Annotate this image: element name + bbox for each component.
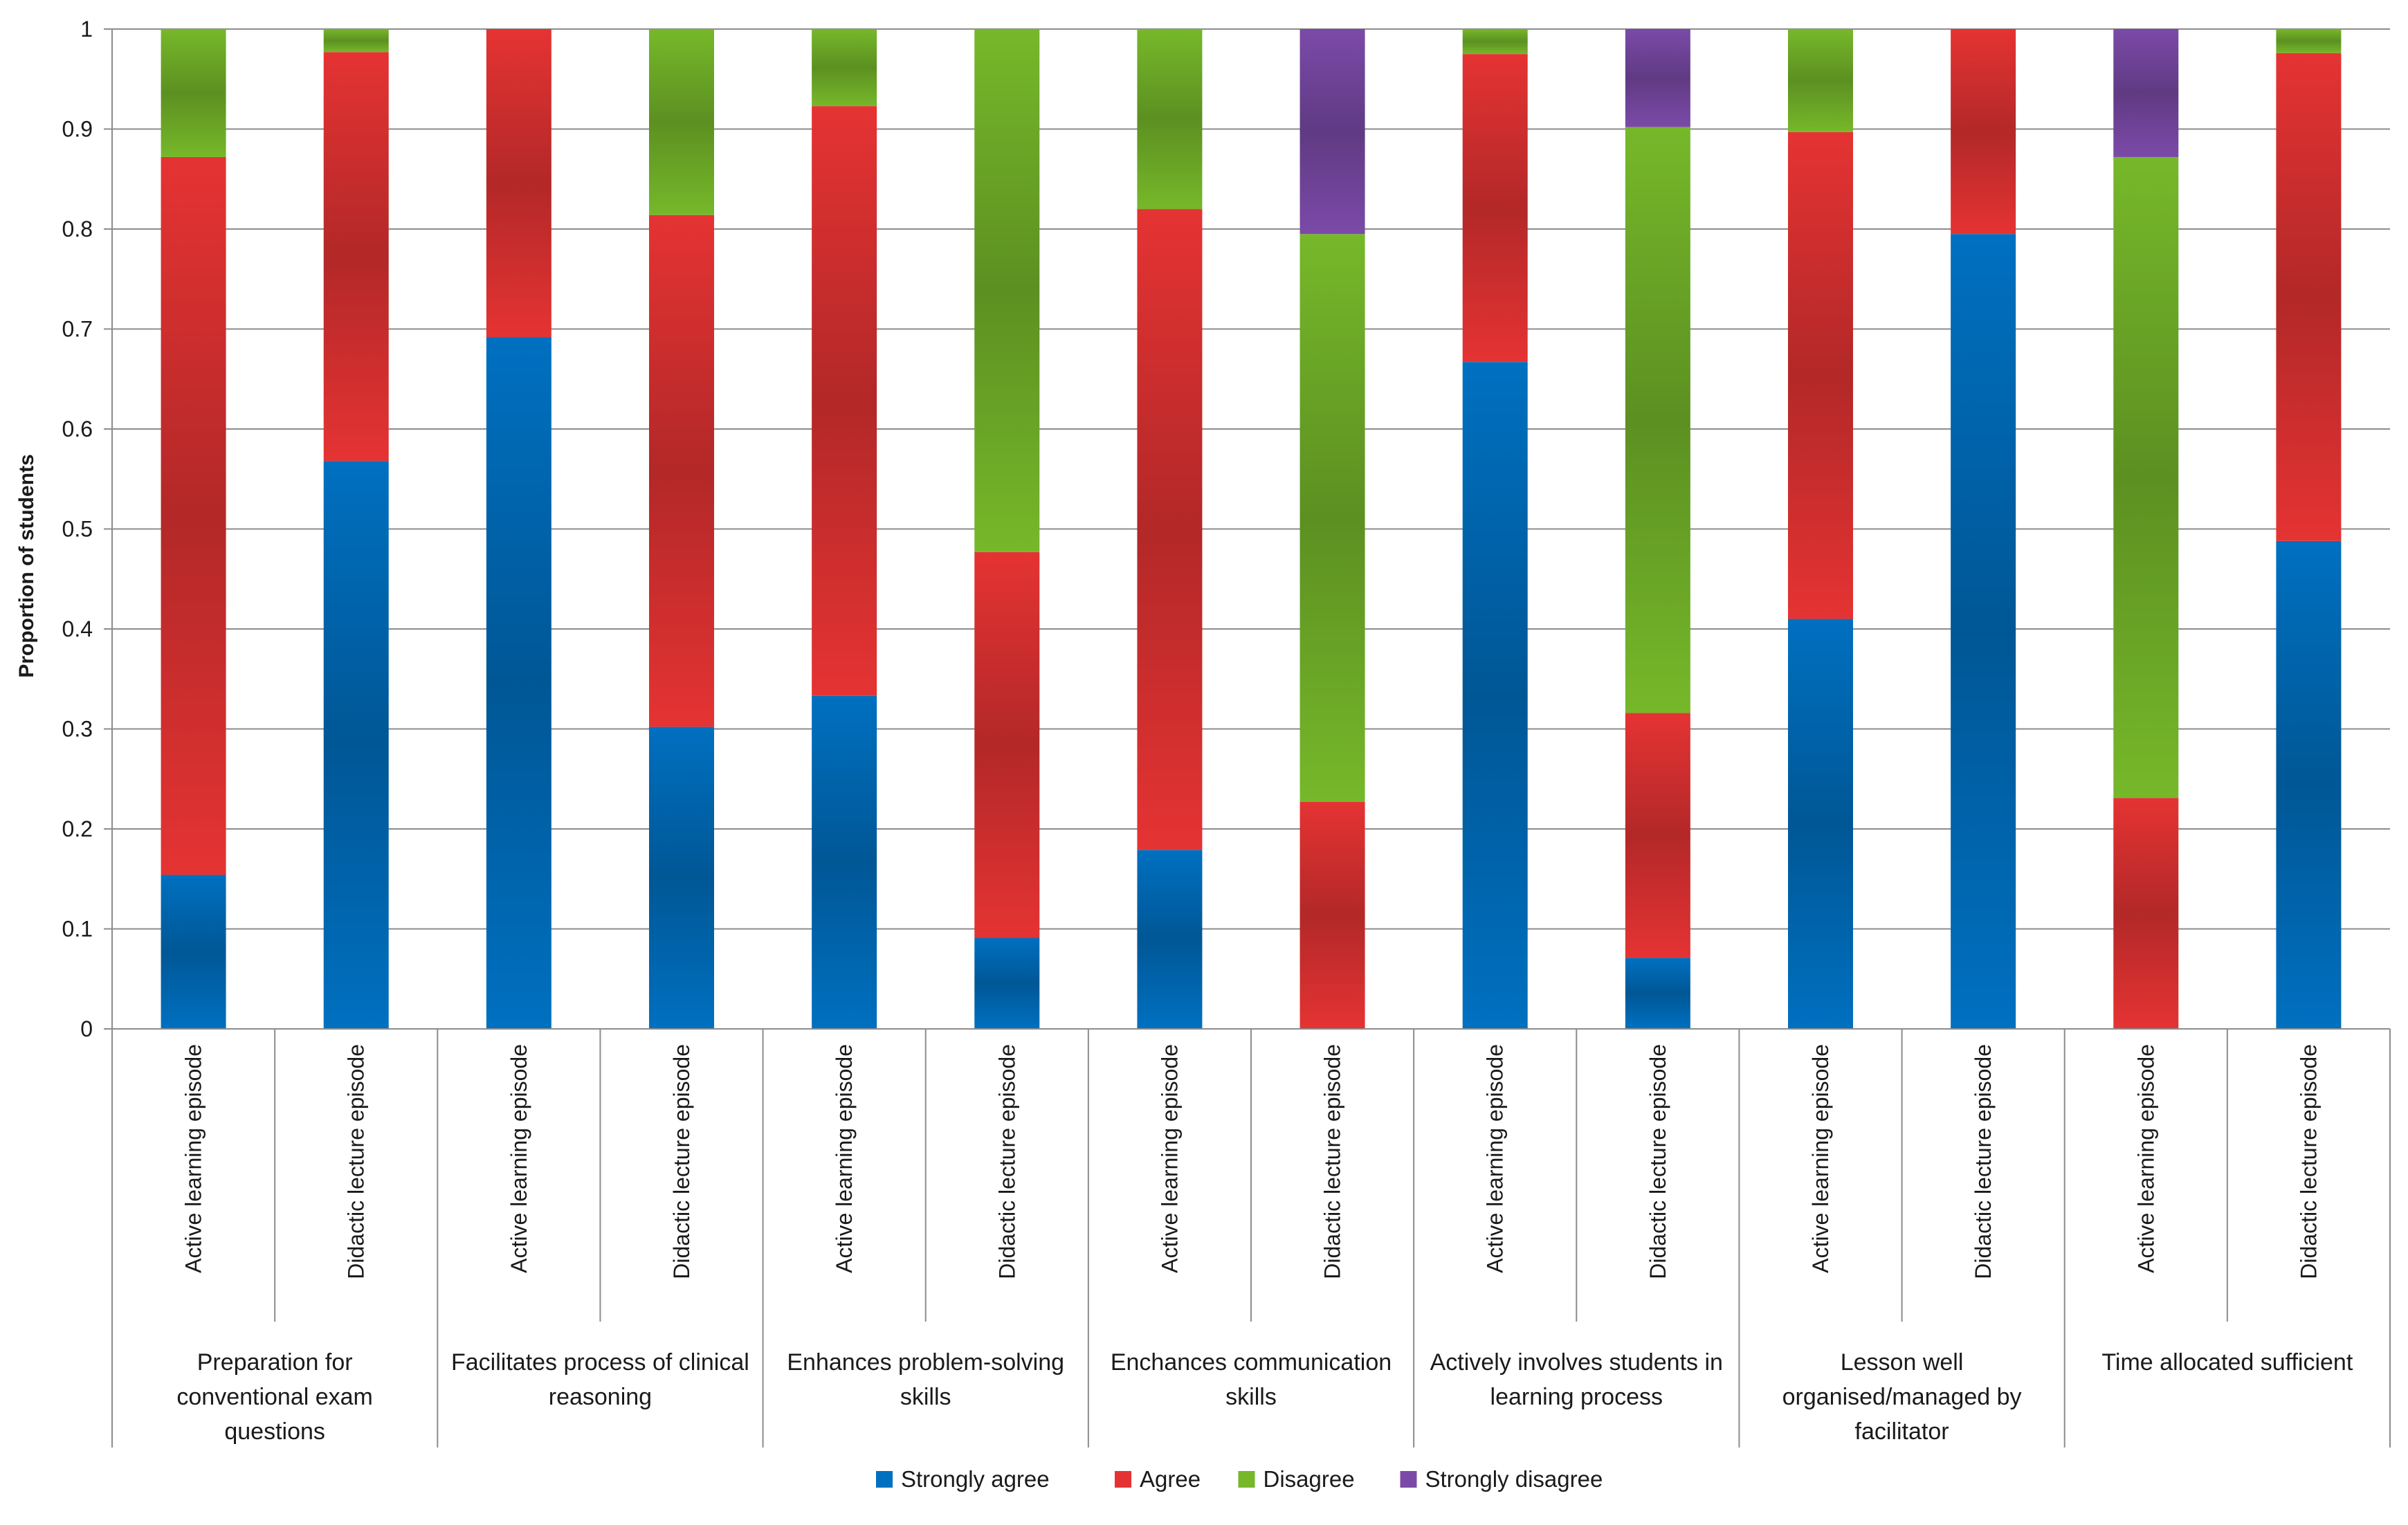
- x-group-label: Lesson well organised/managed by facilitat…: [1782, 1349, 2022, 1445]
- legend-label: Disagree: [1264, 1466, 1355, 1492]
- y-tick-label: 0.8: [62, 217, 93, 241]
- bar-segment-disagree: [2113, 156, 2179, 798]
- y-axis-label: Proportion of students: [15, 454, 38, 677]
- bar-segment-disagree: [323, 29, 389, 53]
- x-category-labels: Active learning episode Didactic lecture …: [181, 1044, 2322, 1279]
- bar-segment-disagree: [1137, 29, 1203, 210]
- x-group-label: Preparation for conventional exam question…: [176, 1349, 373, 1445]
- x-group-label: Enhances problem-solving skills: [787, 1349, 1064, 1410]
- bar-segment-disagree: [812, 29, 877, 107]
- y-tick-label: 0.9: [62, 117, 93, 142]
- legend: Strongly agree Agree Disagree Strongly disa…: [876, 1466, 1603, 1492]
- bar-segment-agree: [161, 156, 226, 875]
- legend-item-strongly-agree: Strongly agree: [876, 1466, 1050, 1492]
- bar-segment-disagree: [2276, 29, 2342, 53]
- y-tick-label: 0.2: [62, 816, 93, 841]
- bar-segment-agree: [1788, 131, 1853, 619]
- x-group-label: Actively involves students in learning pr…: [1430, 1349, 1723, 1410]
- x-group-label: Facilitates process of clinical reasoning: [451, 1349, 749, 1410]
- x-category-label: Didactic lecture episode: [1645, 1044, 1670, 1279]
- bar-segment-strongly-agree: [1788, 619, 1853, 1029]
- bar-segment-disagree: [1625, 127, 1690, 713]
- y-tick-label: 0.4: [62, 617, 93, 641]
- bar-segment-strongly-agree: [1625, 958, 1690, 1029]
- y-tick-label: 0.6: [62, 417, 93, 441]
- legend-label: Strongly agree: [901, 1466, 1050, 1492]
- bar-segment-agree: [1137, 209, 1203, 850]
- legend-item-disagree: Disagree: [1238, 1466, 1355, 1492]
- bar-segment-strongly-agree: [2276, 540, 2342, 1029]
- bar-segment-agree: [1299, 801, 1365, 1029]
- bar-segment-disagree: [1788, 29, 1853, 132]
- y-tick-label: 0.1: [62, 917, 93, 942]
- legend-swatch: [1238, 1471, 1255, 1488]
- bar-segment-agree: [2276, 53, 2342, 541]
- bar-segment-strongly-agree: [161, 875, 226, 1029]
- legend-swatch: [876, 1471, 893, 1488]
- x-category-label: Didactic lecture episode: [669, 1044, 694, 1279]
- x-group-labels: Preparation for conventional exam question…: [176, 1349, 2353, 1445]
- bar-segment-agree: [974, 551, 1040, 938]
- x-category-label: Didactic lecture episode: [1320, 1044, 1345, 1279]
- bar-segment-strongly-agree: [812, 695, 877, 1029]
- x-group-label: Enchances communication skills: [1111, 1349, 1392, 1410]
- y-tick-labels: 0 0.1 0.2 0.3 0.4 0.5 0.6 0.7 0.8 0.9 1: [62, 17, 93, 1041]
- bar-segment-strongly-agree: [1137, 850, 1203, 1029]
- gridlines: [112, 28, 2390, 930]
- x-category-label: Active learning episode: [181, 1044, 206, 1273]
- bar-segment-strongly-agree: [1951, 234, 2016, 1030]
- bar-segment-strongly-agree: [1462, 362, 1528, 1029]
- bar-segment-disagree: [161, 29, 226, 157]
- bar-segment-strongly-agree: [486, 337, 551, 1029]
- bar-segment-agree: [1951, 29, 2016, 235]
- legend-swatch: [1115, 1471, 1131, 1488]
- bar-segment-agree: [323, 52, 389, 462]
- x-category-label: Didactic lecture episode: [994, 1044, 1019, 1279]
- bar-segment-agree: [812, 106, 877, 696]
- axes: [104, 28, 2391, 1448]
- legend-label: Agree: [1140, 1466, 1201, 1492]
- bar-segment-disagree: [1299, 234, 1365, 802]
- x-category-label: Active learning episode: [507, 1044, 531, 1273]
- y-tick-label: 0.3: [62, 717, 93, 742]
- bar-segment-agree: [486, 29, 551, 338]
- bar-segment-agree: [1462, 54, 1528, 363]
- bar-segment-strongly-disagree: [1625, 29, 1690, 127]
- y-tick-label: 1: [80, 17, 93, 42]
- bars: [161, 29, 2342, 1030]
- x-category-label: Active learning episode: [832, 1044, 857, 1273]
- bar-segment-agree: [649, 214, 714, 727]
- bar-segment-strongly-agree: [974, 938, 1040, 1029]
- bar-segment-strongly-agree: [649, 727, 714, 1029]
- legend-item-strongly-disagree: Strongly disagree: [1400, 1466, 1603, 1492]
- bar-segment-disagree: [1462, 29, 1528, 55]
- y-tick-label: 0.7: [62, 317, 93, 342]
- legend-swatch: [1400, 1471, 1417, 1488]
- x-category-label: Active learning episode: [1483, 1044, 1508, 1273]
- x-category-label: Active learning episode: [1157, 1044, 1182, 1273]
- y-tick-label: 0.5: [62, 517, 93, 542]
- x-category-label: Didactic lecture episode: [344, 1044, 369, 1279]
- x-category-label: Active learning episode: [1808, 1044, 1833, 1273]
- bar-segment-agree: [1625, 713, 1690, 958]
- legend-label: Strongly disagree: [1425, 1466, 1603, 1492]
- x-group-label: Time allocated sufficient: [2101, 1349, 2353, 1376]
- legend-item-agree: Agree: [1115, 1466, 1201, 1492]
- y-tick-label: 0: [80, 1016, 93, 1041]
- bar-segment-disagree: [649, 29, 714, 215]
- bar-segment-strongly-agree: [323, 461, 389, 1029]
- x-category-label: Didactic lecture episode: [1971, 1044, 1996, 1279]
- bar-segment-strongly-disagree: [2113, 29, 2179, 157]
- bar-segment-agree: [2113, 798, 2179, 1029]
- x-category-label: Active learning episode: [2133, 1044, 2158, 1273]
- bar-segment-strongly-disagree: [1299, 29, 1365, 235]
- x-category-label: Didactic lecture episode: [2296, 1044, 2321, 1279]
- bar-segment-disagree: [974, 29, 1040, 552]
